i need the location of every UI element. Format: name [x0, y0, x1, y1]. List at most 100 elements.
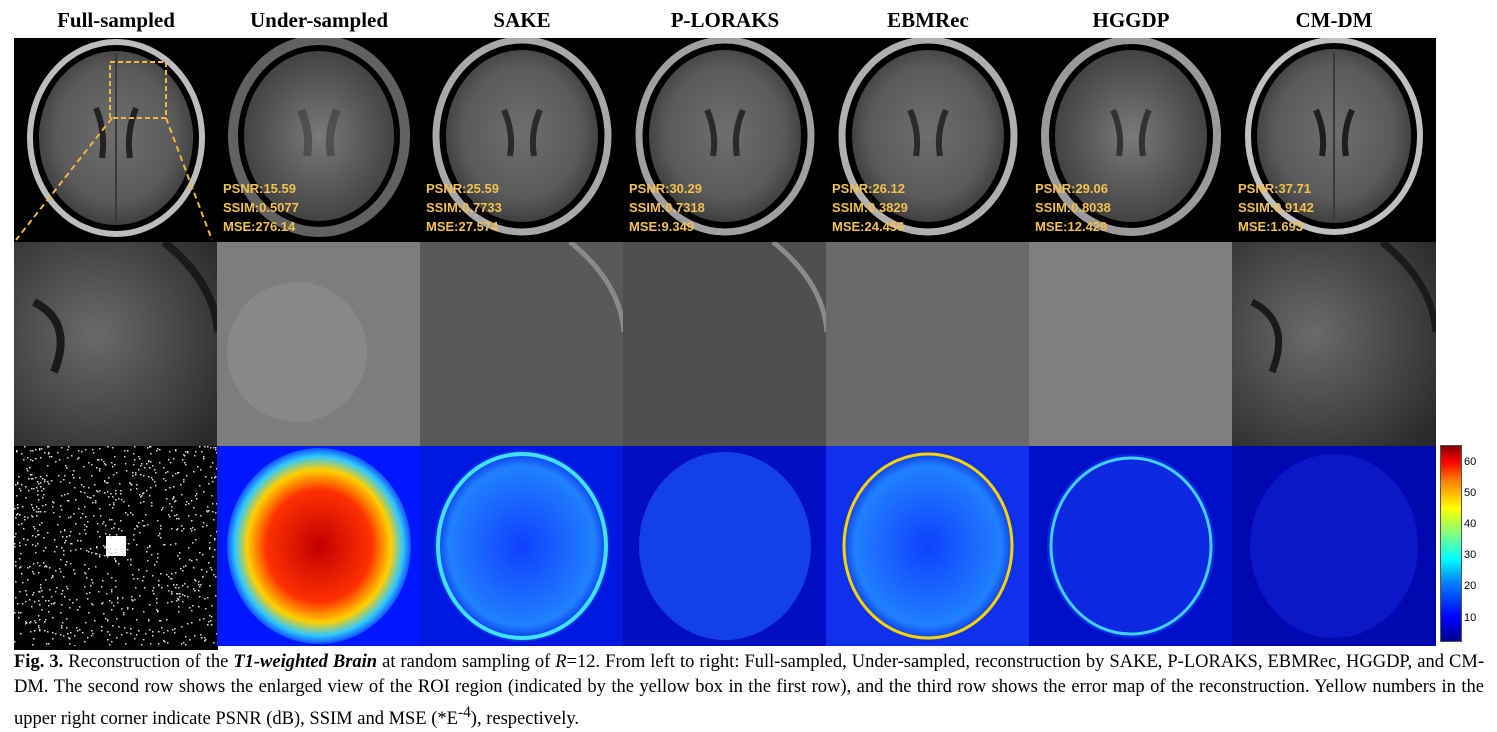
sample-point	[123, 612, 125, 614]
sample-point	[175, 572, 177, 574]
sample-point	[144, 525, 146, 527]
sample-point	[163, 467, 165, 469]
sample-point	[215, 447, 217, 449]
sample-point	[101, 586, 103, 588]
column-title-hggdp: HGGDP	[1092, 8, 1170, 32]
sample-point	[157, 557, 159, 559]
sample-point	[111, 528, 113, 530]
sample-point	[122, 597, 124, 599]
sample-point	[127, 514, 129, 516]
caption-variable-r: R	[555, 652, 567, 672]
sample-point	[140, 496, 142, 498]
sample-point	[185, 464, 187, 466]
sample-point	[184, 583, 186, 585]
sample-point	[101, 626, 103, 628]
sample-point	[169, 516, 171, 518]
sample-point	[49, 456, 51, 458]
error-map-sake	[420, 446, 624, 646]
sample-point	[126, 470, 128, 472]
sample-point	[159, 462, 161, 464]
sample-point	[107, 446, 109, 448]
sample-point	[193, 507, 195, 509]
sample-point	[195, 539, 197, 541]
sample-point	[109, 519, 111, 521]
sample-point	[70, 516, 72, 518]
sample-point	[172, 475, 174, 477]
sample-point	[194, 590, 196, 592]
sample-point	[28, 478, 30, 480]
sample-point	[191, 622, 193, 624]
sample-point	[199, 446, 201, 448]
sample-point	[79, 477, 81, 479]
sample-point	[21, 484, 23, 486]
sample-point	[185, 644, 187, 646]
sample-point	[182, 570, 184, 572]
sample-point	[163, 478, 165, 480]
sample-point	[19, 558, 21, 560]
error-map-cm-dm	[1232, 446, 1436, 646]
sample-point	[115, 499, 117, 501]
sample-point	[100, 515, 102, 517]
sample-point	[41, 448, 43, 450]
sample-point	[55, 461, 57, 463]
sample-point	[89, 497, 91, 499]
sample-point	[40, 511, 42, 513]
sample-point	[15, 565, 17, 567]
sample-point	[32, 516, 34, 518]
colorbar-tick: 20	[1464, 580, 1477, 592]
sample-point	[199, 619, 201, 621]
column-title-under-sampled: Under-sampled	[249, 8, 389, 32]
sample-point	[35, 458, 37, 460]
sample-point	[196, 493, 198, 495]
sample-point	[139, 532, 141, 534]
sample-point	[158, 535, 160, 537]
sample-point	[130, 512, 132, 514]
sample-point	[143, 639, 145, 641]
sample-point	[171, 601, 173, 603]
sample-point	[152, 479, 154, 481]
sample-point	[48, 600, 50, 602]
caption-text: ), respectively.	[470, 709, 580, 730]
sample-point	[60, 481, 62, 483]
sample-point	[211, 569, 213, 571]
sample-point	[202, 576, 204, 578]
sample-point	[83, 486, 85, 488]
sample-point	[127, 608, 129, 610]
psnr-value: PSNR:37.71	[1238, 181, 1311, 196]
sample-point	[191, 530, 193, 532]
sample-point	[165, 472, 167, 474]
sample-point	[71, 543, 73, 545]
sample-point	[78, 457, 80, 459]
sample-point	[60, 612, 62, 614]
sample-point	[52, 617, 54, 619]
sample-point	[134, 638, 136, 640]
sample-point	[130, 489, 132, 491]
sample-point	[47, 465, 49, 467]
sample-point	[42, 497, 44, 499]
sample-point	[16, 514, 18, 516]
sample-point	[20, 490, 22, 492]
sample-point	[120, 493, 122, 495]
sample-point	[200, 634, 202, 636]
sample-point	[70, 543, 72, 545]
sample-point	[19, 545, 21, 547]
sample-point	[34, 630, 36, 632]
sample-point	[213, 519, 215, 521]
sample-point	[44, 479, 46, 481]
sample-point	[79, 629, 81, 631]
metrics-ebmrec: PSNR:26.12 SSIM:0.3829 MSE:24.456	[832, 179, 908, 236]
sample-point	[18, 476, 20, 478]
sample-point	[130, 564, 132, 566]
sample-point	[207, 506, 209, 508]
mse-value: MSE:9.349	[629, 219, 695, 234]
sample-point	[171, 578, 173, 580]
sample-point	[75, 499, 77, 501]
metrics-hggdp: PSNR:29.06 SSIM:0.8038 MSE:12.429	[1035, 179, 1111, 236]
sample-point	[113, 527, 115, 529]
sample-point	[28, 490, 30, 492]
sample-point	[181, 643, 183, 645]
sample-point	[95, 502, 97, 504]
sample-point	[47, 446, 49, 448]
sample-point	[66, 561, 68, 563]
sample-point	[187, 586, 189, 588]
